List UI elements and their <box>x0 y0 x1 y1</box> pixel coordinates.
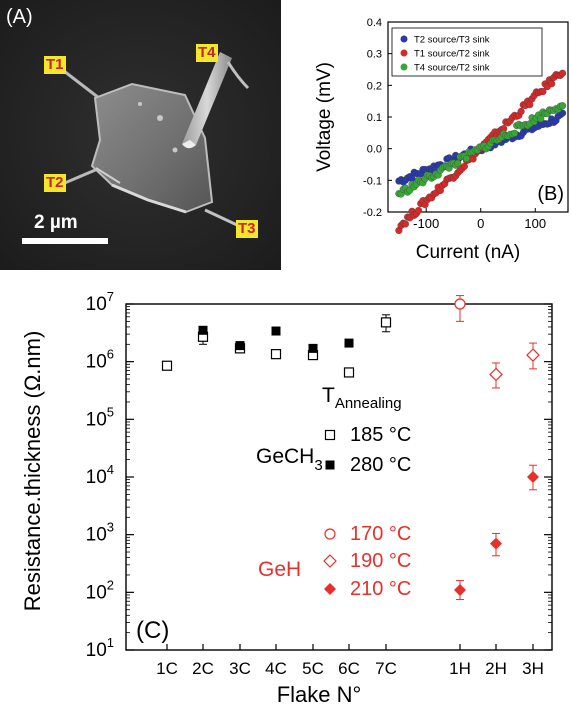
c-y-tick-label: 106 <box>86 347 114 373</box>
c-y-tick-label: 104 <box>86 462 114 488</box>
c-data-points <box>161 295 540 601</box>
data-point-2c <box>198 325 208 335</box>
c-y-tick-label: 101 <box>86 635 114 661</box>
c-x-tick-label: 6C <box>338 659 360 678</box>
c-y-tick-label: 103 <box>86 520 114 546</box>
data-point-3h <box>527 471 539 483</box>
iv-point <box>517 107 525 115</box>
data-point-3c <box>235 341 245 351</box>
iv-point <box>548 80 556 88</box>
iv-y-tick-label: 0.4 <box>367 17 382 29</box>
terminal-label-t3: T3 <box>236 220 258 238</box>
c-x-tick-label: 3C <box>229 659 251 678</box>
sem-image <box>0 0 281 270</box>
iv-legend-marker <box>400 35 408 43</box>
legend-title: TAnnealing <box>322 384 402 412</box>
lead-t2 <box>59 166 101 187</box>
iv-legend-marker <box>400 63 408 71</box>
iv-point <box>414 206 423 215</box>
c-x-tick-label: 1H <box>449 659 471 678</box>
data-point-5c <box>308 343 318 353</box>
panel-label-b: (B) <box>537 183 564 205</box>
data-point-4c <box>270 349 282 360</box>
iv-legend-label: T4 source/T2 sink <box>414 63 490 74</box>
terminal-label-t1: T1 <box>44 56 66 74</box>
data-point-4c <box>271 326 281 336</box>
iv-legend-box <box>391 27 543 77</box>
data-point-6c <box>343 367 355 378</box>
iv-x-tick-label: -100 <box>413 216 439 231</box>
iv-y-tick-label: 0.1 <box>367 112 382 124</box>
iv-point <box>537 115 545 123</box>
legend-entry-label: 210 °C <box>350 578 411 600</box>
iv-legend-label: T1 source/T2 sink <box>414 49 490 60</box>
legend-entry-label: 190 °C <box>350 550 411 572</box>
iv-legend-label: T2 source/T3 sink <box>414 35 490 46</box>
iv-x-tick-label: 0 <box>477 216 484 231</box>
iv-legend: T2 source/T3 sink T1 source/T2 sink T4 sou… <box>391 27 543 77</box>
c-y-tick-label: 102 <box>86 577 114 603</box>
iv-point <box>462 155 471 163</box>
iv-y-tick-label: 0.0 <box>367 144 382 156</box>
legend-marker <box>324 583 336 595</box>
iv-y-tick-label: 0.2 <box>367 80 382 92</box>
iv-legend-marker <box>400 49 408 57</box>
iv-point <box>539 88 547 96</box>
resistance-chart-panel: 101 102 103 104 105 106 107 1C 2C 3C 4C 5C 6C 7C 1H 2H 3… <box>0 286 571 712</box>
legend-marker <box>324 528 336 540</box>
probe-t4 <box>182 52 232 145</box>
iv-chart-panel: -0.2 -0.1 0.0 0.1 0.2 0.3 0.4 -100 0 100 Current (… <box>300 0 571 285</box>
panel-label-c: (C) <box>136 617 169 644</box>
iv-point <box>558 102 567 110</box>
scale-bar <box>22 238 108 244</box>
resistance-chart: 101 102 103 104 105 106 107 1C 2C 3C 4C 5C 6C 7C 1H 2H 3… <box>20 289 553 707</box>
data-point-1h <box>454 298 466 310</box>
data-point-1c <box>161 360 173 371</box>
legend-marker <box>323 554 337 568</box>
iv-series-3 <box>395 102 567 198</box>
legend-entry-label: 280 °C <box>350 454 411 476</box>
data-point-1h <box>454 583 466 596</box>
terminal-label-t4: T4 <box>196 44 218 62</box>
iv-x-axis-label: Current (nA) <box>416 242 521 263</box>
c-x-tick-label: 2H <box>485 659 507 678</box>
c-y-axis-label: Resistance.thickness (Ω.nm) <box>20 331 45 612</box>
legend-entry-label: 185 °C <box>350 424 411 446</box>
c-x-tick-label: 7C <box>375 659 397 678</box>
iv-point <box>401 220 410 228</box>
c-legend: TAnnealing GeCH3 GeH 185 °C 280 °C 170 °C 190 … <box>256 384 411 600</box>
legend-group-gech3: GeCH3 <box>256 445 323 474</box>
legend-marker <box>324 429 336 441</box>
legend-entry-label: 170 °C <box>350 523 411 545</box>
c-x-axis-label: Flake N° <box>277 682 362 707</box>
iv-point <box>454 159 462 167</box>
iv-y-tick-label: 0.3 <box>367 49 382 61</box>
c-x-tick-label: 1C <box>156 659 178 678</box>
panel-label-a: (A) <box>6 6 33 28</box>
iv-point <box>510 129 519 137</box>
terminal-label-t2: T2 <box>44 174 66 192</box>
data-point-3h <box>526 348 540 362</box>
c-x-tick-label: 4C <box>265 659 287 678</box>
data-point-6c <box>344 338 354 348</box>
c-y-tick-label: 107 <box>86 289 114 315</box>
iv-y-tick-label: -0.2 <box>363 207 382 219</box>
legend-group-geh: GeH <box>258 558 301 581</box>
c-x-tick-label: 3H <box>522 659 544 678</box>
c-x-tick-label: 2C <box>192 659 214 678</box>
iv-point <box>558 69 567 77</box>
c-y-tick-label: 105 <box>86 404 114 430</box>
data-point-2h <box>489 367 503 382</box>
iv-x-tick-label: 100 <box>524 216 546 231</box>
sem-image-panel: (A) T1 T2 T3 T4 2 µm <box>0 0 281 270</box>
iv-y-tick-label: -0.1 <box>363 175 382 187</box>
c-x-tick-label: 5C <box>302 659 324 678</box>
legend-marker <box>325 460 335 470</box>
data-point-7c <box>380 317 392 328</box>
c-plot-frame <box>125 303 553 651</box>
iv-y-axis-label: Voltage (mV) <box>314 62 335 172</box>
scale-bar-label: 2 µm <box>34 212 78 233</box>
data-point-2h <box>490 537 502 550</box>
